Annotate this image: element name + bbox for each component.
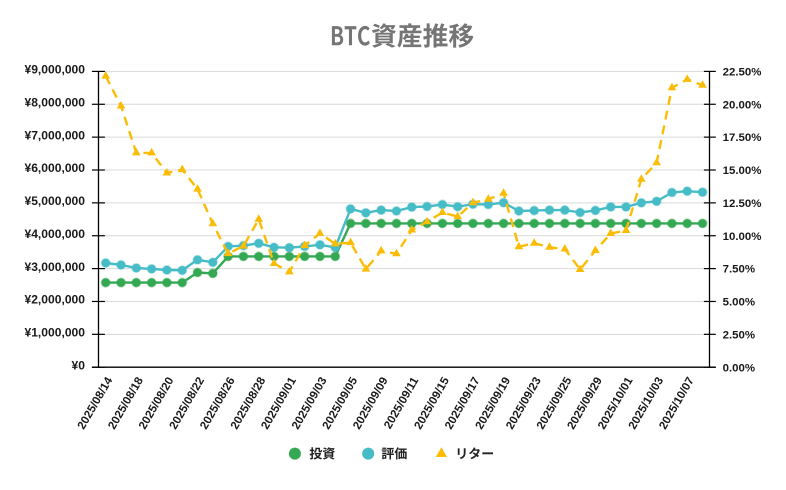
svg-text:¥0: ¥0 — [72, 358, 86, 372]
svg-text:17.50%: 17.50% — [723, 132, 762, 144]
svg-text:12.50%: 12.50% — [723, 198, 762, 210]
svg-text:0.00%: 0.00% — [723, 362, 755, 374]
svg-text:¥1,000,000: ¥1,000,000 — [24, 326, 85, 340]
svg-text:22.50%: 22.50% — [723, 67, 762, 79]
svg-text:¥7,000,000: ¥7,000,000 — [24, 128, 85, 142]
svg-text:5.00%: 5.00% — [723, 297, 755, 309]
svg-text:¥2,000,000: ¥2,000,000 — [24, 293, 85, 307]
svg-text:¥9,000,000: ¥9,000,000 — [24, 63, 85, 77]
svg-text:7.50%: 7.50% — [723, 264, 755, 276]
svg-text:10.00%: 10.00% — [723, 231, 762, 243]
svg-text:15.00%: 15.00% — [723, 165, 762, 177]
svg-text:¥4,000,000: ¥4,000,000 — [24, 227, 85, 241]
svg-text:¥6,000,000: ¥6,000,000 — [24, 161, 85, 175]
svg-text:¥5,000,000: ¥5,000,000 — [24, 194, 85, 208]
svg-text:¥8,000,000: ¥8,000,000 — [24, 95, 85, 109]
svg-text:2.50%: 2.50% — [723, 329, 755, 341]
svg-text:20.00%: 20.00% — [723, 99, 762, 111]
svg-text:¥3,000,000: ¥3,000,000 — [24, 260, 85, 274]
